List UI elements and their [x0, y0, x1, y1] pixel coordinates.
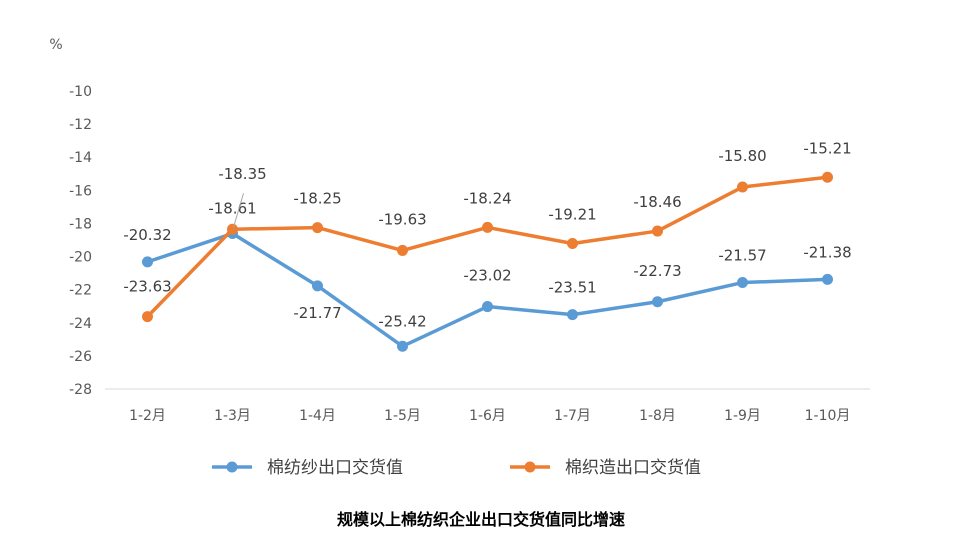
- y-tick-label: -14: [69, 150, 92, 166]
- data-label: -21.57: [718, 247, 766, 265]
- data-point: [567, 237, 578, 249]
- data-point: [822, 273, 833, 285]
- x-tick-label: 1-7月: [554, 408, 591, 424]
- x-tick-label: 1-6月: [469, 408, 506, 424]
- data-label: -23.51: [548, 279, 596, 297]
- data-label: -20.32: [123, 226, 171, 244]
- y-tick-label: -10: [69, 84, 92, 100]
- legend-marker: [524, 461, 536, 473]
- data-label: -18.46: [633, 193, 681, 211]
- label-leader-line: [233, 193, 244, 228]
- data-point: [737, 181, 748, 193]
- data-point: [397, 244, 408, 256]
- legend-label: 棉织造出口交货值: [565, 458, 701, 478]
- data-label: -19.21: [548, 205, 596, 223]
- data-label: -25.42: [378, 312, 426, 330]
- data-label: -21.38: [803, 243, 851, 261]
- legend-label: 棉纺纱出口交货值: [267, 458, 403, 478]
- y-tick-label: -12: [69, 117, 92, 133]
- x-tick-label: 1-8月: [639, 408, 676, 424]
- data-point: [822, 171, 833, 183]
- y-tick-label: -26: [69, 349, 92, 365]
- x-tick-label: 1-2月: [129, 408, 166, 424]
- data-label: -18.61: [208, 200, 256, 218]
- chart-title: 规模以上棉纺织企业出口交货值同比增速: [336, 510, 625, 529]
- data-label: -22.73: [633, 262, 681, 280]
- y-axis-unit: %: [49, 37, 62, 53]
- data-point: [482, 301, 493, 313]
- y-tick-label: -16: [69, 183, 92, 199]
- y-tick-label: -20: [69, 250, 92, 266]
- x-tick-label: 1-3月: [214, 408, 251, 424]
- data-label: -23.63: [123, 278, 171, 296]
- data-point: [312, 280, 323, 292]
- data-label: -18.35: [218, 165, 266, 183]
- y-tick-label: -18: [69, 216, 92, 232]
- data-label: -15.21: [803, 139, 851, 157]
- data-label: -23.02: [463, 267, 511, 285]
- x-tick-label: 1-10月: [805, 408, 851, 424]
- data-label: -18.25: [293, 190, 341, 208]
- data-label: -18.24: [463, 189, 511, 207]
- data-point: [652, 296, 663, 308]
- data-point: [142, 256, 153, 268]
- y-tick-label: -24: [69, 316, 92, 332]
- data-point: [397, 340, 408, 352]
- x-tick-label: 1-5月: [384, 408, 421, 424]
- data-point: [312, 222, 323, 234]
- data-point: [567, 309, 578, 321]
- y-tick-label: -22: [69, 283, 92, 299]
- x-tick-label: 1-4月: [299, 408, 336, 424]
- legend-marker: [226, 461, 238, 473]
- data-label: -15.80: [718, 147, 766, 165]
- data-point: [482, 221, 493, 233]
- y-tick-label: -28: [69, 382, 92, 398]
- data-point: [737, 277, 748, 289]
- data-point: [142, 311, 153, 323]
- data-point: [227, 223, 238, 235]
- x-tick-label: 1-9月: [724, 408, 761, 424]
- data-point: [652, 225, 663, 237]
- data-label: -19.63: [378, 210, 426, 228]
- data-label: -21.77: [293, 304, 341, 322]
